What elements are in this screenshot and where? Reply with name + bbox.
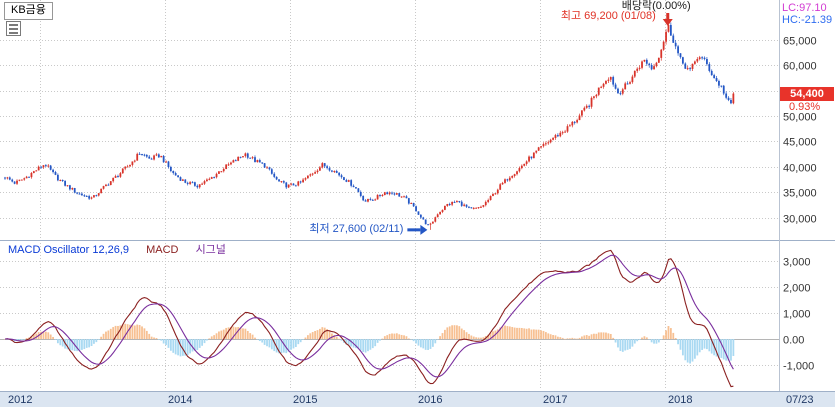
- svg-text:35,000: 35,000: [783, 188, 817, 200]
- svg-text:2,000: 2,000: [783, 283, 811, 295]
- svg-text:40,000: 40,000: [783, 163, 817, 175]
- svg-text:3,000: 3,000: [783, 257, 811, 269]
- macd-oscillator-title[interactable]: MACD Oscillator 12,26,9: [8, 244, 130, 256]
- signal-line-label: 시그널: [195, 244, 226, 256]
- low-annotation: 최저 27,600 (02/11): [309, 222, 404, 235]
- svg-text:2017: 2017: [543, 394, 567, 406]
- mini-grid-icon[interactable]: [6, 21, 21, 36]
- svg-text:30,000: 30,000: [783, 214, 817, 226]
- symbol-tab[interactable]: KB금융: [4, 2, 53, 20]
- lc-value: LC:97.10: [782, 2, 827, 14]
- gridlines: [0, 0, 779, 390]
- change-percent: 0.93%: [789, 100, 821, 113]
- svg-text:-1,000: -1,000: [783, 361, 814, 373]
- icon-line: [9, 28, 18, 30]
- current-price: 54,400: [780, 86, 834, 101]
- svg-text:60,000: 60,000: [783, 61, 817, 73]
- dividend-annotation: 배당락(0.00%): [621, 0, 691, 12]
- icon-line: [9, 24, 18, 26]
- svg-text:2012: 2012: [8, 394, 32, 406]
- svg-text:45,000: 45,000: [783, 137, 817, 149]
- current-price-badge: 54,400 0.93%: [780, 86, 834, 114]
- icon-line: [9, 32, 18, 34]
- macd-histogram: [4, 323, 735, 364]
- svg-text:1,000: 1,000: [783, 309, 811, 321]
- svg-text:07/23: 07/23: [786, 394, 814, 406]
- svg-text:2016: 2016: [418, 394, 442, 406]
- macd-lines: [4, 249, 734, 388]
- svg-text:2014: 2014: [168, 394, 192, 406]
- svg-text:0.00: 0.00: [783, 335, 804, 347]
- svg-text:2018: 2018: [668, 394, 692, 406]
- svg-text:50,000: 50,000: [783, 112, 817, 124]
- x-axis-strip: [0, 391, 835, 407]
- high-annotation: 최고 69,200 (01/08): [560, 10, 656, 22]
- candlestick-series: [4, 18, 735, 230]
- hc-value: HC:-21.39: [782, 14, 833, 26]
- svg-text:65,000: 65,000: [783, 36, 817, 48]
- svg-text:2015: 2015: [293, 394, 317, 406]
- macd-line-label: MACD: [146, 244, 179, 256]
- macd-header: MACD Oscillator 12,26,9 MACD 시그널: [8, 244, 226, 257]
- low-arrow-icon: [407, 228, 421, 232]
- high-arrow-icon: [666, 13, 670, 19]
